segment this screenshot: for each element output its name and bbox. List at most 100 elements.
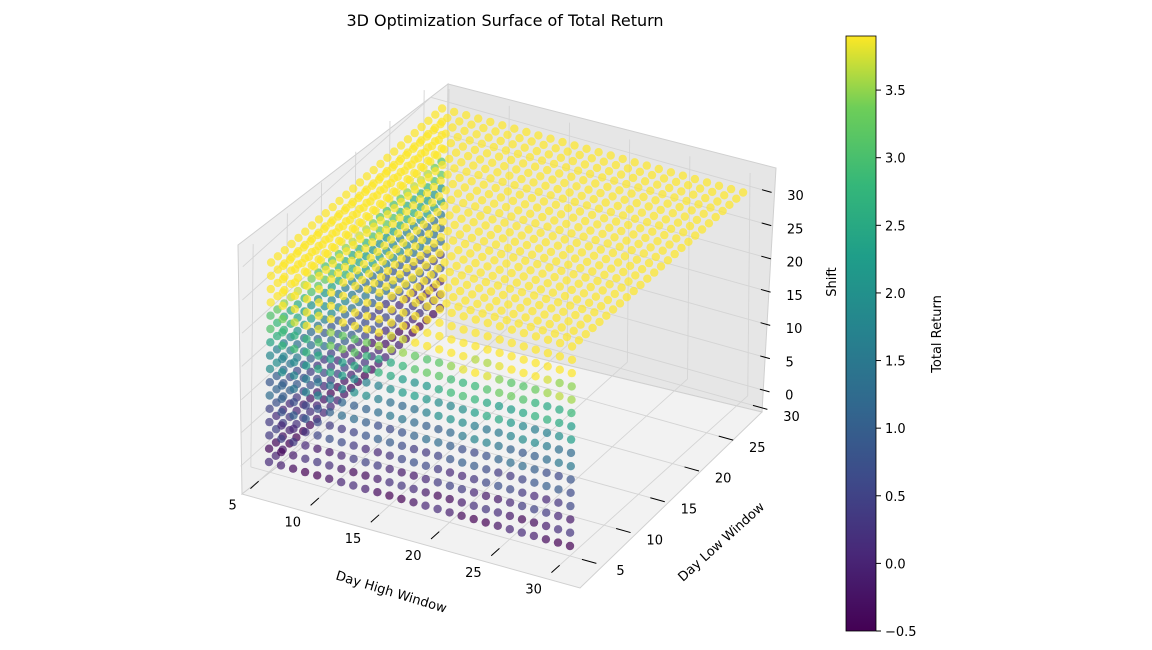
- scatter-point: [496, 193, 506, 202]
- scatter-point: [410, 405, 419, 414]
- scatter-point: [471, 328, 480, 338]
- scatter-point: [458, 142, 468, 151]
- scatter-point: [306, 354, 315, 363]
- colorbar-tick-label: 1.0: [885, 422, 906, 437]
- scatter-point: [618, 211, 628, 220]
- scatter-point: [374, 341, 384, 351]
- scatter-point: [433, 264, 442, 273]
- scatter-point: [543, 222, 552, 231]
- scatter-point: [502, 259, 511, 268]
- scatter-point: [302, 281, 312, 291]
- scatter-point: [555, 169, 564, 178]
- scatter-point: [515, 247, 525, 256]
- scatter-point: [509, 253, 518, 262]
- scatter-point: [409, 201, 418, 210]
- scatter-point: [493, 508, 503, 517]
- scatter-point: [349, 184, 358, 193]
- scatter-point: [422, 408, 431, 417]
- scatter-point: [445, 211, 454, 220]
- scatter-point: [504, 300, 513, 309]
- scatter-point: [543, 348, 553, 358]
- scatter-point: [265, 378, 274, 387]
- scatter-point: [446, 388, 456, 397]
- scatter-point: [555, 338, 565, 348]
- scatter-point: [685, 221, 695, 231]
- scatter-point: [265, 417, 274, 427]
- scatter-point: [462, 111, 471, 120]
- scatter-point: [266, 338, 275, 347]
- scatter-point: [411, 242, 420, 251]
- gridline-y-wall: [250, 244, 254, 467]
- scatter-point: [637, 265, 647, 274]
- scatter-point: [352, 209, 361, 218]
- scatter-point: [374, 381, 383, 390]
- scatter-point: [630, 158, 639, 167]
- scatter-point: [586, 226, 595, 235]
- scatter-point: [706, 203, 715, 212]
- scatter-point: [583, 314, 592, 323]
- scatter-point: [531, 398, 540, 408]
- scatter-point: [708, 187, 717, 197]
- scatter-point: [338, 221, 348, 231]
- scatter-point: [383, 266, 393, 276]
- scatter-point: [381, 339, 390, 349]
- scatter-point: [450, 277, 460, 286]
- scatter-point: [598, 286, 607, 295]
- scatter-point: [361, 458, 370, 467]
- scatter-point: [289, 384, 299, 394]
- scatter-point: [574, 336, 584, 345]
- scatter-point: [434, 411, 443, 421]
- scatter-point: [543, 335, 553, 344]
- scatter-point: [458, 445, 467, 454]
- scatter-point: [641, 233, 650, 243]
- scatter-point: [421, 261, 430, 270]
- scatter-point: [551, 144, 560, 153]
- scatter-point: [434, 371, 444, 381]
- scatter-point: [436, 176, 445, 185]
- x-tick-mark: [250, 480, 259, 489]
- scatter-point: [622, 293, 631, 302]
- scatter-point: [469, 218, 478, 227]
- scatter-point: [447, 322, 456, 331]
- scatter-point: [304, 252, 314, 262]
- scatter-point: [434, 425, 443, 434]
- scatter-point: [555, 365, 564, 374]
- scatter-point: [411, 338, 420, 347]
- scatter-point: [289, 371, 299, 380]
- scatter-point: [309, 262, 319, 271]
- scatter-point: [483, 372, 492, 381]
- scatter-point: [398, 401, 407, 411]
- scatter-point: [465, 136, 474, 145]
- scatter-point: [354, 250, 363, 259]
- scatter-point: [337, 451, 346, 460]
- scatter-point: [677, 243, 686, 253]
- scatter-point: [425, 286, 434, 295]
- scatter-point: [362, 404, 371, 414]
- scatter-point: [553, 184, 562, 194]
- scatter-point: [517, 515, 527, 524]
- scatter-point: [591, 292, 601, 301]
- scatter-point: [354, 193, 363, 203]
- scatter-point: [658, 246, 667, 255]
- scatter-point: [391, 188, 401, 197]
- scatter-point: [530, 412, 540, 421]
- scatter-point: [694, 200, 703, 209]
- scatter-point: [450, 220, 459, 230]
- scatter-point: [479, 180, 488, 189]
- scatter-point: [360, 358, 370, 367]
- scatter-point: [456, 286, 465, 296]
- scatter-point: [589, 251, 599, 260]
- scatter-point: [376, 216, 385, 225]
- scatter-point: [301, 227, 310, 236]
- scatter-point: [567, 382, 576, 391]
- scatter-point: [445, 468, 455, 477]
- scatter-point: [445, 154, 454, 164]
- scatter-point: [349, 481, 358, 490]
- scatter-point: [572, 295, 582, 304]
- scatter-point: [289, 451, 298, 460]
- scatter-point: [507, 352, 516, 361]
- scatter-point: [405, 232, 415, 241]
- scatter-point: [421, 204, 430, 213]
- scatter-point: [433, 478, 442, 487]
- scatter-point: [725, 200, 734, 209]
